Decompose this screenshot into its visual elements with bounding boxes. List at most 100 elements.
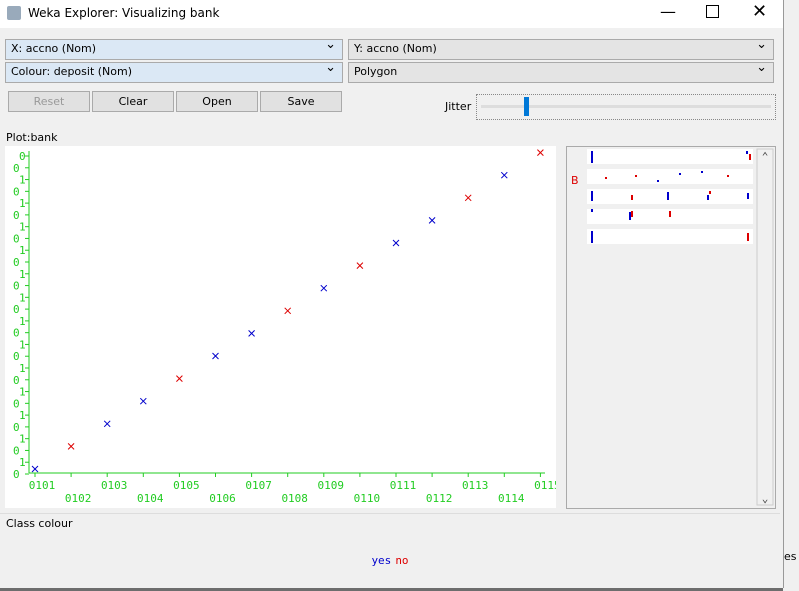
colour-select[interactable]: Colour: deposit (Nom) bbox=[5, 60, 343, 83]
data-point bbox=[500, 171, 508, 179]
point-stroke bbox=[356, 262, 364, 269]
y-tick-label: 0 bbox=[13, 327, 20, 340]
data-point bbox=[284, 307, 292, 315]
y-tick-label: 0 bbox=[13, 280, 20, 293]
close[interactable]: ✕ bbox=[752, 1, 768, 22]
x-axis-select[interactable]: X: accno (Nom) bbox=[5, 37, 343, 60]
x-tick-label: 0101 bbox=[29, 479, 56, 492]
x-tick-label: 0102 bbox=[65, 492, 92, 505]
app-icon bbox=[7, 6, 21, 20]
y-tick-label: 1 bbox=[19, 197, 26, 210]
y-tick-label: 0 bbox=[13, 444, 20, 457]
background-window bbox=[783, 0, 799, 591]
reset-button: Reset bbox=[8, 91, 90, 112]
point-stroke bbox=[248, 330, 255, 337]
svg-text:⌃: ⌃ bbox=[762, 150, 769, 163]
y-tick-label: 1 bbox=[19, 174, 26, 187]
y-tick-label: 1 bbox=[19, 386, 26, 399]
title-bar: Weka Explorer: Visualizing bank — ✕ bbox=[0, 0, 783, 28]
shape-select[interactable]: Polygon bbox=[348, 60, 774, 83]
y-tick-label: 0 bbox=[13, 350, 20, 363]
point-stroke bbox=[428, 217, 436, 224]
point-stroke bbox=[212, 352, 219, 360]
y-tick-label: 1 bbox=[19, 433, 26, 446]
plot-title: Plot:bank bbox=[6, 131, 58, 144]
data-point bbox=[103, 420, 111, 428]
window-title: Weka Explorer: Visualizing bank bbox=[28, 6, 220, 20]
y-tick-label: 0 bbox=[19, 150, 26, 163]
y-tick-label: 0 bbox=[13, 162, 20, 175]
x-tick-label: 0111 bbox=[390, 479, 417, 492]
background-text: es bbox=[784, 550, 797, 563]
y-tick-label: 0 bbox=[13, 232, 20, 245]
point-stroke bbox=[392, 239, 400, 247]
open-button[interactable]: Open bbox=[176, 91, 258, 112]
point-stroke bbox=[31, 465, 39, 473]
y-tick-label: 1 bbox=[19, 268, 26, 281]
x-tick-label: 0106 bbox=[209, 492, 236, 505]
x-tick-label: 0110 bbox=[354, 492, 381, 505]
point-stroke bbox=[139, 397, 147, 405]
y-tick-label: 1 bbox=[19, 409, 26, 422]
clear-button[interactable]: Clear bbox=[92, 91, 174, 112]
y-tick-label: 0 bbox=[13, 209, 20, 222]
y-tick-label: 0 bbox=[13, 303, 20, 316]
data-point bbox=[139, 397, 147, 405]
data-point bbox=[464, 194, 472, 202]
data-point bbox=[31, 465, 39, 473]
y-tick-label: 0 bbox=[13, 374, 20, 387]
x-tick-label: 0115 bbox=[534, 479, 556, 492]
data-point bbox=[212, 352, 219, 360]
y-tick-label: 1 bbox=[19, 244, 26, 257]
x-tick-label: 0103 bbox=[101, 479, 128, 492]
data-point bbox=[67, 443, 75, 450]
data-point bbox=[248, 330, 255, 337]
svg-text:⌄: ⌄ bbox=[762, 492, 769, 505]
y-tick-label: 1 bbox=[19, 291, 26, 304]
x-tick-label: 0108 bbox=[281, 492, 308, 505]
attribute-bars: ⌃ ⌄ bbox=[587, 148, 774, 506]
class-colour-panel: Class colour yes no bbox=[0, 513, 780, 586]
window: Weka Explorer: Visualizing bank — ✕ X: a… bbox=[0, 0, 784, 588]
data-point bbox=[176, 375, 183, 382]
x-tick-label: 0107 bbox=[245, 479, 272, 492]
x-tick-label: 0104 bbox=[137, 492, 164, 505]
y-tick-label: 0 bbox=[13, 421, 20, 434]
legend-entry: no bbox=[395, 554, 409, 567]
y-tick-label: 0 bbox=[13, 397, 20, 410]
y-tick-label: 1 bbox=[19, 362, 26, 375]
data-point bbox=[537, 149, 544, 156]
save-button[interactable]: Save bbox=[260, 91, 342, 112]
data-point bbox=[320, 284, 328, 292]
plot-area: 0101010201030104010501060107010801090110… bbox=[5, 146, 556, 508]
x-tick-label: 0112 bbox=[426, 492, 453, 505]
maximize[interactable] bbox=[706, 5, 719, 18]
attribute-panel: ⌃ ⌄ B bbox=[566, 146, 776, 509]
data-point bbox=[356, 262, 364, 269]
data-point bbox=[428, 217, 436, 224]
x-tick-label: 0114 bbox=[498, 492, 525, 505]
legend-title: Class colour bbox=[6, 517, 73, 530]
legend: yes no bbox=[0, 554, 780, 567]
y-tick-label: 0 bbox=[13, 256, 20, 269]
point-stroke bbox=[320, 284, 328, 292]
jitter-slider[interactable] bbox=[476, 94, 776, 120]
x-tick-label: 0109 bbox=[318, 479, 345, 492]
point-stroke bbox=[464, 194, 472, 202]
y-tick-label: 0 bbox=[13, 185, 20, 198]
point-stroke bbox=[103, 420, 111, 428]
y-tick-label: 1 bbox=[19, 338, 26, 351]
jitter-label: Jitter bbox=[445, 100, 472, 113]
legend-entry: yes bbox=[371, 554, 392, 567]
data-point bbox=[392, 239, 400, 247]
point-stroke bbox=[284, 307, 292, 315]
y-tick-label: 1 bbox=[19, 315, 26, 328]
y-axis-select[interactable]: Y: accno (Nom) bbox=[348, 37, 774, 60]
x-tick-label: 0113 bbox=[462, 479, 489, 492]
y-tick-label: 1 bbox=[19, 221, 26, 234]
x-tick-label: 0105 bbox=[173, 479, 200, 492]
minimize[interactable]: — bbox=[660, 2, 676, 21]
point-stroke bbox=[500, 171, 508, 179]
matrix-label: B bbox=[571, 174, 579, 187]
